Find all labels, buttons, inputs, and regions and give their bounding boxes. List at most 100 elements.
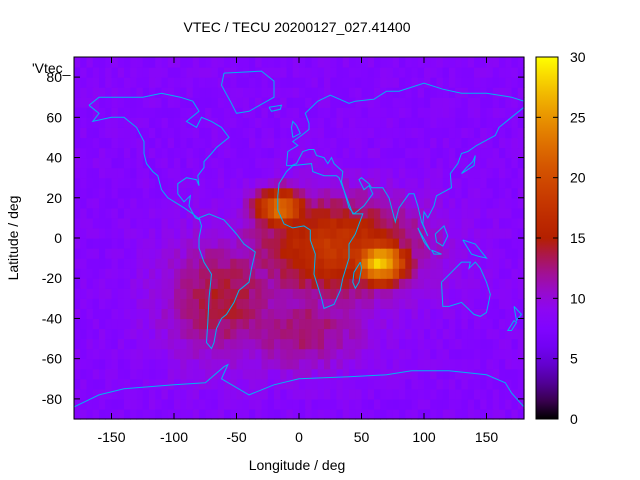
y-tick-label: 40 — [46, 150, 62, 166]
heatmap-cell — [230, 57, 238, 68]
heatmap-cell — [80, 328, 88, 340]
heatmap-cell — [299, 288, 306, 299]
heatmap-cell — [211, 348, 219, 360]
heatmap-cell — [449, 197, 456, 209]
heatmap-cell — [330, 258, 338, 269]
heatmap-cell — [86, 147, 94, 159]
heatmap-cell — [142, 328, 150, 340]
heatmap-cell — [386, 217, 394, 229]
heatmap-cell — [517, 348, 525, 360]
heatmap-cell — [324, 338, 331, 350]
heatmap-cell — [392, 248, 400, 259]
heatmap-cell — [430, 308, 438, 320]
heatmap-cell — [155, 338, 163, 350]
heatmap-cell — [186, 67, 194, 78]
heatmap-cell — [249, 308, 256, 320]
heatmap-cell — [224, 157, 231, 169]
heatmap-cell — [311, 408, 319, 420]
heatmap-cell — [380, 137, 388, 149]
heatmap-cell — [286, 288, 294, 299]
heatmap-cell — [449, 328, 456, 340]
heatmap-cell — [242, 368, 250, 380]
heatmap-cell — [292, 137, 300, 149]
heatmap-cell — [436, 388, 444, 400]
heatmap-cell — [336, 408, 344, 420]
heatmap-cell — [305, 167, 313, 179]
heatmap-cell — [224, 358, 231, 370]
heatmap-cell — [80, 137, 88, 149]
heatmap-cell — [111, 238, 119, 249]
heatmap-cell — [80, 408, 88, 420]
heatmap-cell — [167, 358, 175, 370]
heatmap-cell — [492, 167, 500, 179]
heatmap-cell — [374, 127, 381, 139]
heatmap-cell — [174, 177, 181, 189]
heatmap-cell — [336, 227, 344, 239]
heatmap-cell — [217, 217, 225, 229]
heatmap-cell — [205, 137, 213, 149]
heatmap-cell — [230, 408, 238, 420]
heatmap-cell — [261, 227, 269, 239]
heatmap-cell — [105, 87, 113, 98]
heatmap-cell — [311, 298, 319, 309]
heatmap-cell — [399, 378, 406, 390]
heatmap-cell — [167, 197, 175, 209]
heatmap-cell — [380, 318, 388, 330]
heatmap-cell — [267, 238, 275, 249]
heatmap-cell — [361, 57, 369, 68]
heatmap-cell — [261, 207, 269, 219]
heatmap-cell — [424, 167, 431, 179]
heatmap-cell — [299, 217, 306, 229]
heatmap-cell — [436, 197, 444, 209]
heatmap-cell — [330, 177, 338, 189]
heatmap-cell — [267, 338, 275, 350]
heatmap-cell — [361, 177, 369, 189]
heatmap-cell — [417, 157, 425, 169]
heatmap-cell — [130, 308, 138, 320]
heatmap-cell — [274, 278, 281, 289]
heatmap-cell — [492, 308, 500, 320]
heatmap-cell — [430, 338, 438, 350]
heatmap-cell — [274, 187, 281, 199]
heatmap-cell — [286, 248, 294, 259]
heatmap-cell — [505, 298, 513, 309]
heatmap-cell — [305, 97, 313, 108]
heatmap-cell — [105, 398, 113, 410]
heatmap-cell — [436, 137, 444, 149]
heatmap-cell — [92, 137, 100, 149]
heatmap-cell — [386, 248, 394, 259]
heatmap-cell — [492, 378, 500, 390]
heatmap-cell — [417, 207, 425, 219]
heatmap-cell — [217, 87, 225, 98]
heatmap-cell — [317, 288, 325, 299]
heatmap-cell — [249, 288, 256, 299]
heatmap-cell — [205, 77, 213, 88]
heatmap-cell — [99, 328, 106, 340]
heatmap-cell — [336, 87, 344, 98]
heatmap-cell — [492, 348, 500, 360]
heatmap-cell — [217, 378, 225, 390]
heatmap-cell — [424, 288, 431, 299]
heatmap-cell — [161, 97, 169, 108]
heatmap-cell — [242, 97, 250, 108]
heatmap-cell — [274, 97, 281, 108]
heatmap-cell — [124, 388, 131, 400]
heatmap-cell — [249, 127, 256, 139]
heatmap-cell — [274, 368, 281, 380]
heatmap-cell — [86, 157, 94, 169]
heatmap-cell — [211, 238, 219, 249]
heatmap-cell — [236, 248, 244, 259]
heatmap-cell — [499, 288, 506, 299]
heatmap-cell — [380, 298, 388, 309]
heatmap-cell — [417, 137, 425, 149]
heatmap-cell — [349, 117, 356, 128]
heatmap-cell — [492, 298, 500, 309]
heatmap-cell — [142, 278, 150, 289]
heatmap-cell — [386, 338, 394, 350]
heatmap-cell — [380, 338, 388, 350]
heatmap-cell — [480, 97, 488, 108]
heatmap-cell — [117, 268, 125, 279]
heatmap-cell — [517, 77, 525, 88]
heatmap-cell — [311, 97, 319, 108]
heatmap-cell — [505, 328, 513, 340]
